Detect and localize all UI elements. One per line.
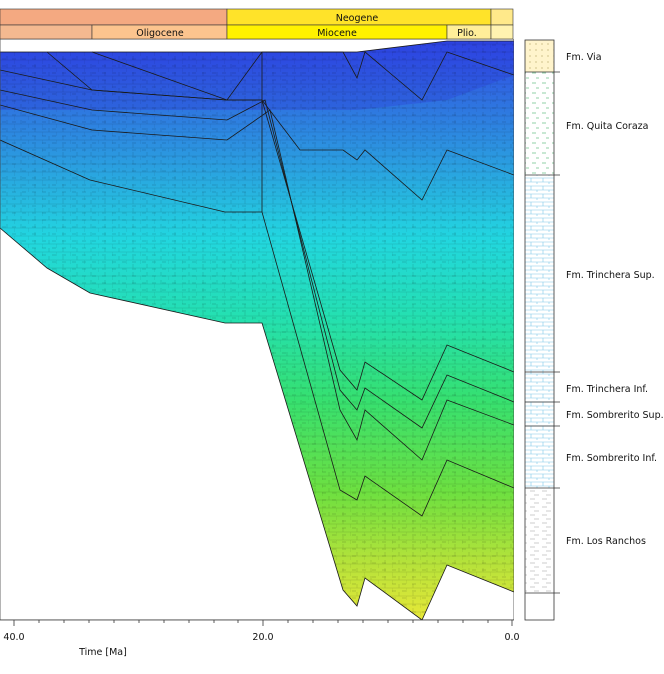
axis-tick-label: 40.0 <box>3 632 24 643</box>
burial-plot-area <box>0 39 514 620</box>
axis-tick-label: 0.0 <box>504 632 519 643</box>
header-cell-paleogene <box>0 8 228 26</box>
formation-label-trinchera-inf: Fm. Trinchera Inf. <box>566 384 648 395</box>
formation-label-los-ranchos: Fm. Los Ranchos <box>566 536 646 547</box>
header-cell-pleistocene <box>490 24 514 40</box>
formation-label-quita-coraza: Fm. Quita Coraza <box>566 121 648 132</box>
header-cell-eocene <box>0 24 93 40</box>
formation-label-sombrerito-inf: Fm. Sombrerito Inf. <box>566 453 657 464</box>
burial-curves <box>0 40 514 620</box>
lithology-column: Fm. Via Fm. Quita Coraza Fm. Trinchera S… <box>524 39 664 621</box>
header-label-miocene: Miocene <box>317 28 357 39</box>
axis-tick-label: 20.0 <box>252 632 273 643</box>
header-cell-quaternary <box>490 8 514 26</box>
formation-label-sombrerito-sup: Fm. Sombrerito Sup. <box>566 410 664 421</box>
header-label-pliocene: Plio. <box>457 28 477 39</box>
formation-label-trinchera-sup: Fm. Trinchera Sup. <box>566 270 655 281</box>
stratigraphic-header: Neogene Oligocene Miocene Plio. <box>0 8 514 40</box>
formation-label-via: Fm. Via <box>566 52 602 63</box>
axis-title: Time [Ma] <box>78 647 127 658</box>
time-axis: 40.0 20.0 0.0 Time [Ma] <box>0 619 520 658</box>
header-label-oligocene: Oligocene <box>136 28 184 39</box>
header-label-neogene: Neogene <box>336 13 379 24</box>
